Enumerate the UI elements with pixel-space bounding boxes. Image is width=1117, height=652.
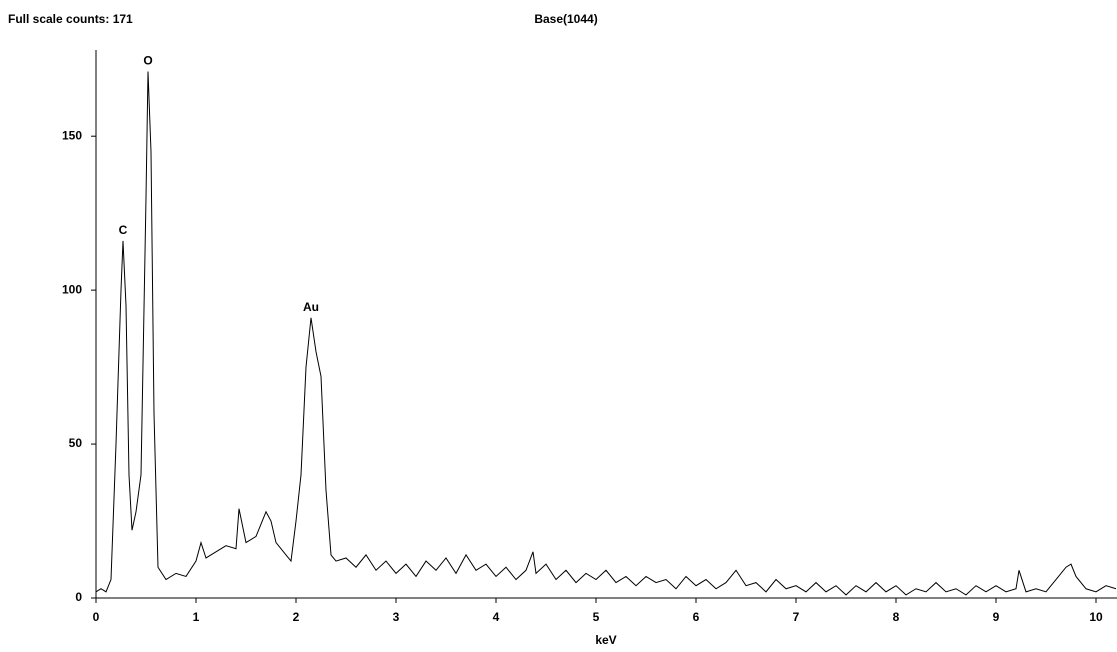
y-tick-label: 0 — [75, 590, 82, 604]
peak-label: O — [143, 54, 152, 68]
x-tick-label: 10 — [1089, 610, 1103, 624]
x-tick-label: 3 — [393, 610, 400, 624]
x-tick-label: 6 — [693, 610, 700, 624]
peak-label: Au — [303, 300, 319, 314]
y-tick-label: 100 — [62, 282, 82, 296]
chart-subtitle: Full scale counts: 171 — [8, 12, 133, 26]
x-tick-label: 5 — [593, 610, 600, 624]
peak-label: C — [119, 223, 128, 237]
y-tick-label: 50 — [69, 436, 83, 450]
x-tick-label: 4 — [493, 610, 500, 624]
spectrum-line — [95, 71, 1117, 596]
y-tick-label: 150 — [62, 128, 82, 142]
x-tick-label: 7 — [793, 610, 800, 624]
x-tick-label: 1 — [193, 610, 200, 624]
x-tick-label: 2 — [293, 610, 300, 624]
x-axis-label: keV — [595, 633, 616, 647]
x-tick-label: 0 — [93, 610, 100, 624]
x-tick-label: 8 — [893, 610, 900, 624]
x-tick-label: 9 — [993, 610, 1000, 624]
chart-title: Base(1044) — [534, 12, 597, 26]
